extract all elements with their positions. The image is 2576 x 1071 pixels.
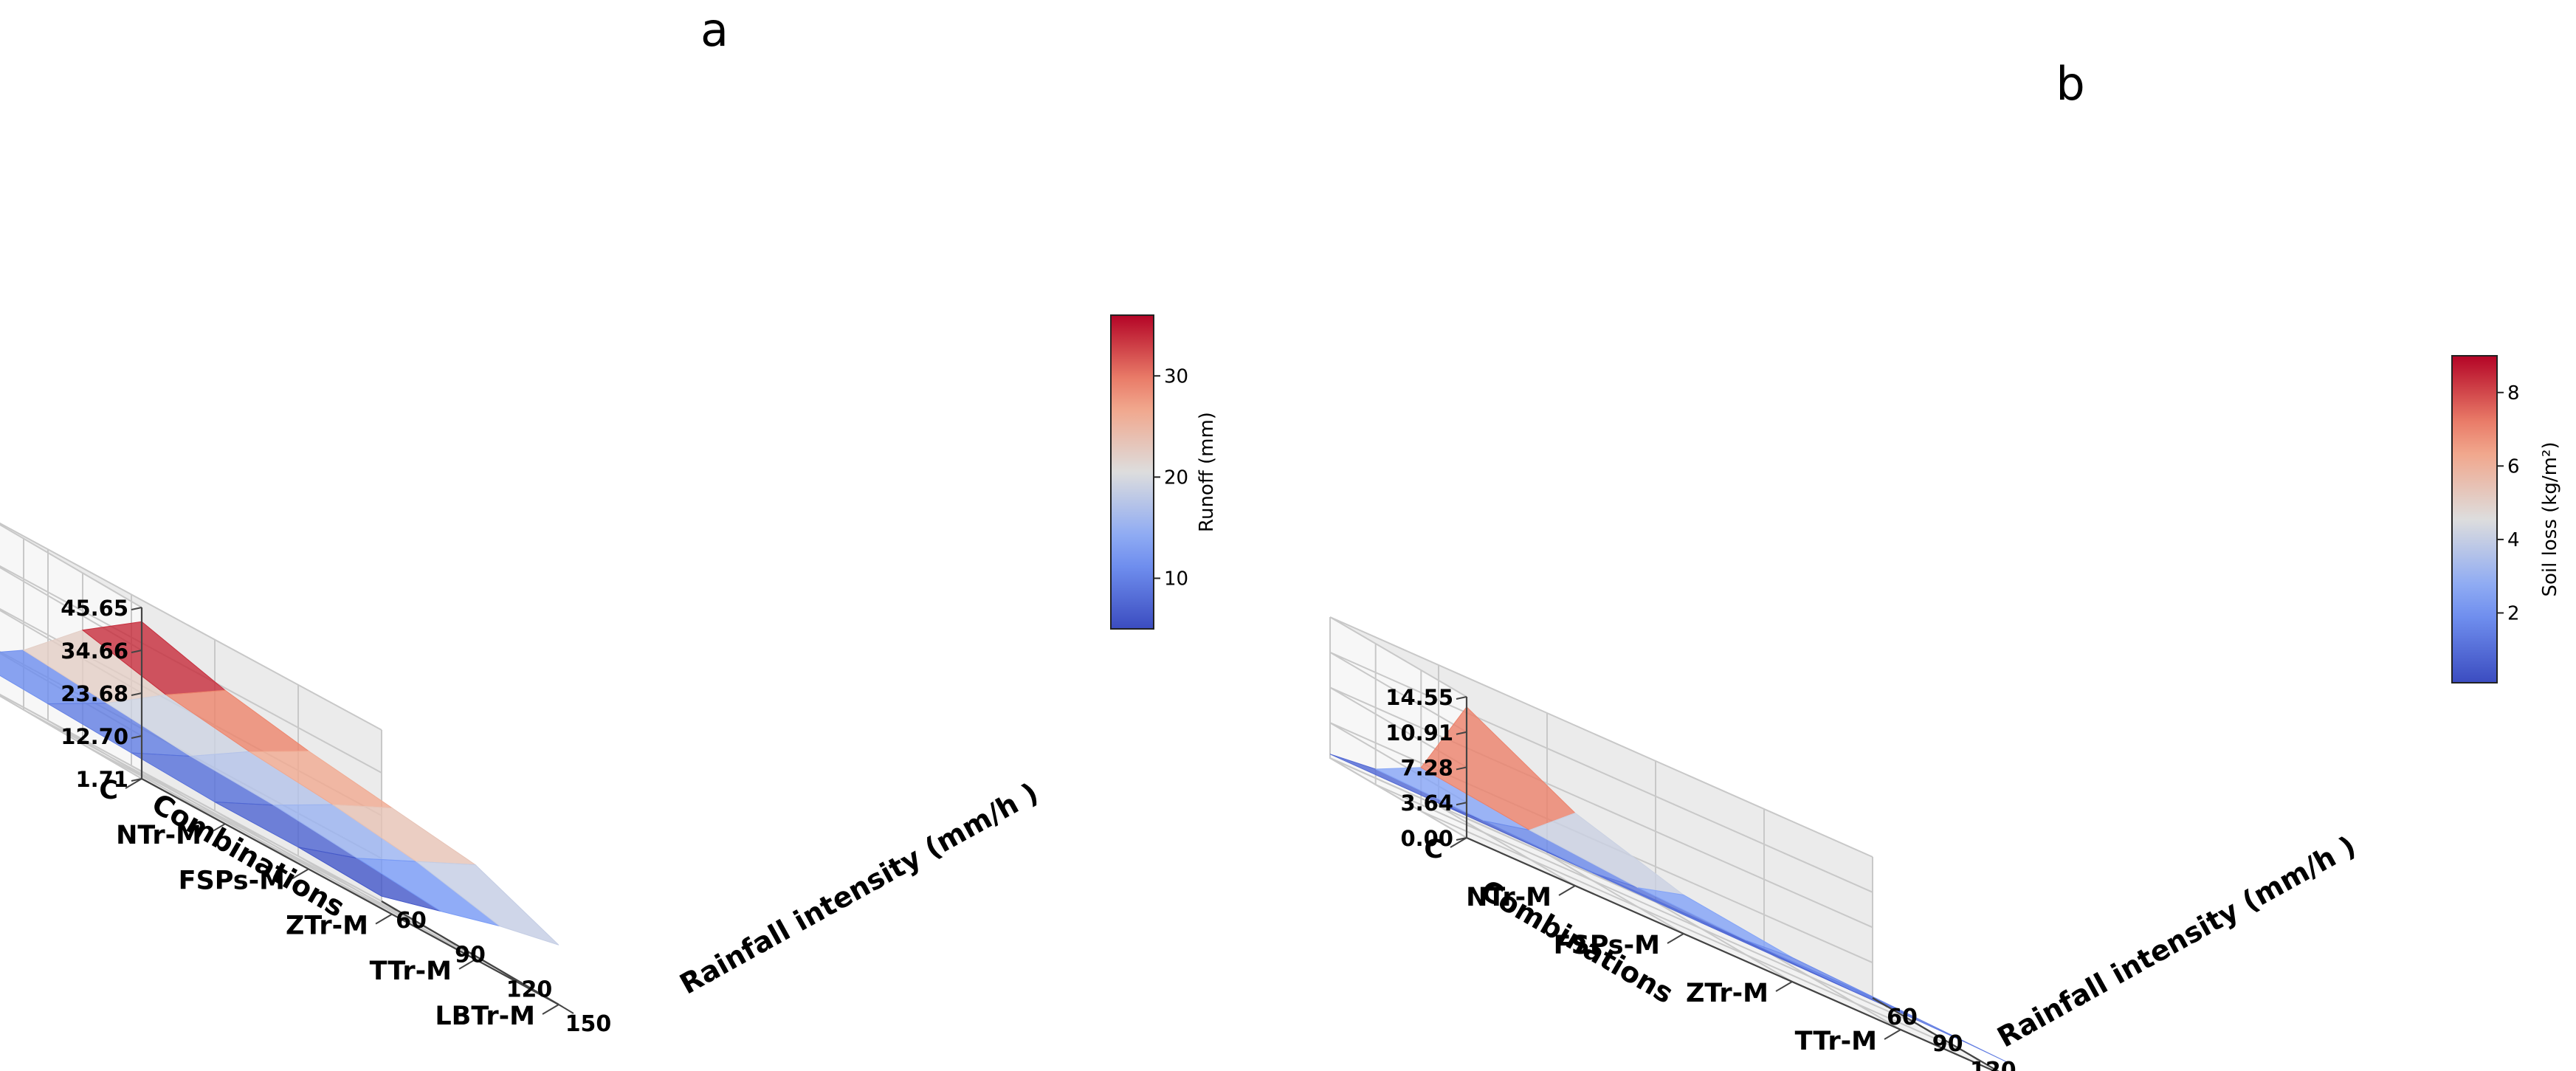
x-tick-label: ZTr-M [286, 912, 368, 941]
y-tick-label: 120 [1970, 1058, 2017, 1071]
y-tick-mark [440, 934, 456, 946]
colorbar-tick-label: 10 [1164, 568, 1188, 590]
panel-a-letter: a [700, 3, 729, 57]
panel-a-colorbar: 10 20 30 Runoff (mm) [1110, 314, 1218, 630]
z-tick-label: 23.68 [61, 681, 128, 706]
panel-a-runoff-chart: a 1.71 12.70 23.68 34.66 45.65 C NTr-M FSPs-MZ… [0, 3, 1218, 1037]
x-axis-line [141, 778, 559, 1005]
y-tick-label: 90 [455, 943, 486, 968]
z-tick-label: 12.70 [61, 724, 128, 749]
x-tick-mark [1558, 885, 1576, 896]
x-tick-label: NTr-M [116, 821, 202, 850]
colorbar-tick-label: 4 [2507, 529, 2520, 551]
colorbar-label: Runoff (mm) [1196, 412, 1218, 532]
surface-face-4-2 [1855, 991, 2010, 1064]
z-tick-mark [131, 607, 142, 610]
z-tick-label: 1.71 [75, 767, 128, 792]
panel-b-y-axis-label: Rainfall intensity (mm/h ) [1992, 830, 2361, 1054]
z-tick-mark [131, 692, 142, 696]
grid-line-z [0, 693, 382, 902]
x-tick-label: TTr-M [370, 957, 452, 986]
x-tick-mark [208, 823, 226, 835]
panel-a-surface [0, 621, 559, 946]
y-tick-label: 90 [1932, 1031, 1963, 1057]
y-tick-mark [1918, 1024, 1934, 1034]
z-tick-mark [1456, 802, 1467, 806]
x-tick-mark [292, 868, 309, 880]
y-tick-label: 150 [565, 1011, 612, 1037]
colorbar-tick-label: 20 [1164, 466, 1188, 489]
colorbar-label: Soil loss (kg/m²) [2539, 442, 2561, 597]
x-tick-mark [542, 1004, 559, 1015]
grid-line-z [0, 565, 382, 774]
x-tick-mark [125, 778, 142, 789]
x-tick-label: TTr-M [1795, 1027, 1877, 1056]
z-tick-label: 10.91 [1385, 720, 1453, 745]
y-axis-line [381, 900, 559, 1005]
x-tick-label: FSPs-M [179, 866, 285, 895]
z-tick-mark [1456, 731, 1467, 735]
grid-line-z [1329, 686, 1873, 929]
x-tick-mark [458, 958, 476, 970]
colorbar-gradient [1110, 314, 1154, 630]
z-tick-mark [131, 650, 142, 654]
z-tick-label: 14.55 [1385, 685, 1453, 710]
grid-line-z [1329, 651, 1873, 893]
y-tick-label: 120 [506, 977, 553, 1002]
z-tick-label: 0.00 [1400, 826, 1453, 851]
z-tick-label: 7.28 [1400, 755, 1453, 780]
colorbar-tick-label: 30 [1164, 365, 1188, 388]
colorbar-tick-label: 6 [2507, 455, 2520, 478]
x-tick-label: NTr-M [1466, 883, 1552, 912]
colorbar-gradient [2451, 355, 2498, 683]
x-tick-label: C [99, 776, 118, 805]
panel-a-z-ticks: 1.71 12.70 23.68 34.66 45.65 [61, 596, 142, 792]
y-tick-mark [381, 900, 397, 911]
y-tick-label: 60 [1887, 1005, 1918, 1030]
x-tick-label: C [1424, 835, 1443, 864]
x-tick-mark [1775, 981, 1793, 992]
colorbar-tick-label: 8 [2507, 382, 2520, 404]
z-tick-mark [1456, 766, 1467, 771]
y-tick-mark [1872, 997, 1888, 1008]
y-tick-mark [558, 1004, 574, 1014]
z-tick-label: 34.66 [61, 638, 128, 664]
panel-b-z-ticks: 0.00 3.64 7.28 10.91 14.55 [1385, 685, 1467, 851]
x-tick-label: LBTr-M [435, 1002, 535, 1031]
y-tick-mark [499, 969, 515, 980]
y-tick-mark [1963, 1050, 1979, 1061]
panel-b-letter: b [2056, 57, 2084, 111]
colorbar-tick-label: 2 [2507, 602, 2520, 624]
panel-a-y-ticks: 60 90 120 150 [381, 900, 612, 1037]
panel-b-colorbar: 2 4 6 8 Soil loss (kg/m²) [2451, 355, 2561, 683]
y-axis-line [1872, 997, 2000, 1071]
x-tick-mark [1450, 837, 1467, 848]
z-tick-mark [131, 734, 142, 739]
z-tick-mark [1456, 696, 1467, 700]
y-tick-label: 60 [396, 908, 427, 934]
x-tick-label: FSPs-M [1554, 931, 1660, 960]
x-axis-line [1466, 836, 1997, 1071]
x-tick-mark [375, 913, 393, 925]
grid-line-z [1329, 616, 1873, 858]
x-tick-label: ZTr-M [1686, 979, 1769, 1008]
surface-face-4-2 [415, 861, 559, 946]
panel-b-surface [1329, 706, 2010, 1064]
z-tick-label: 3.64 [1400, 791, 1453, 816]
x-tick-mark [1884, 1029, 1901, 1040]
x-tick-mark [1667, 933, 1684, 944]
z-tick-label: 45.65 [61, 596, 128, 621]
grid-line-z [0, 522, 382, 731]
panel-a-y-axis-label: Rainfall intensity (mm/h ) [675, 776, 1044, 1001]
